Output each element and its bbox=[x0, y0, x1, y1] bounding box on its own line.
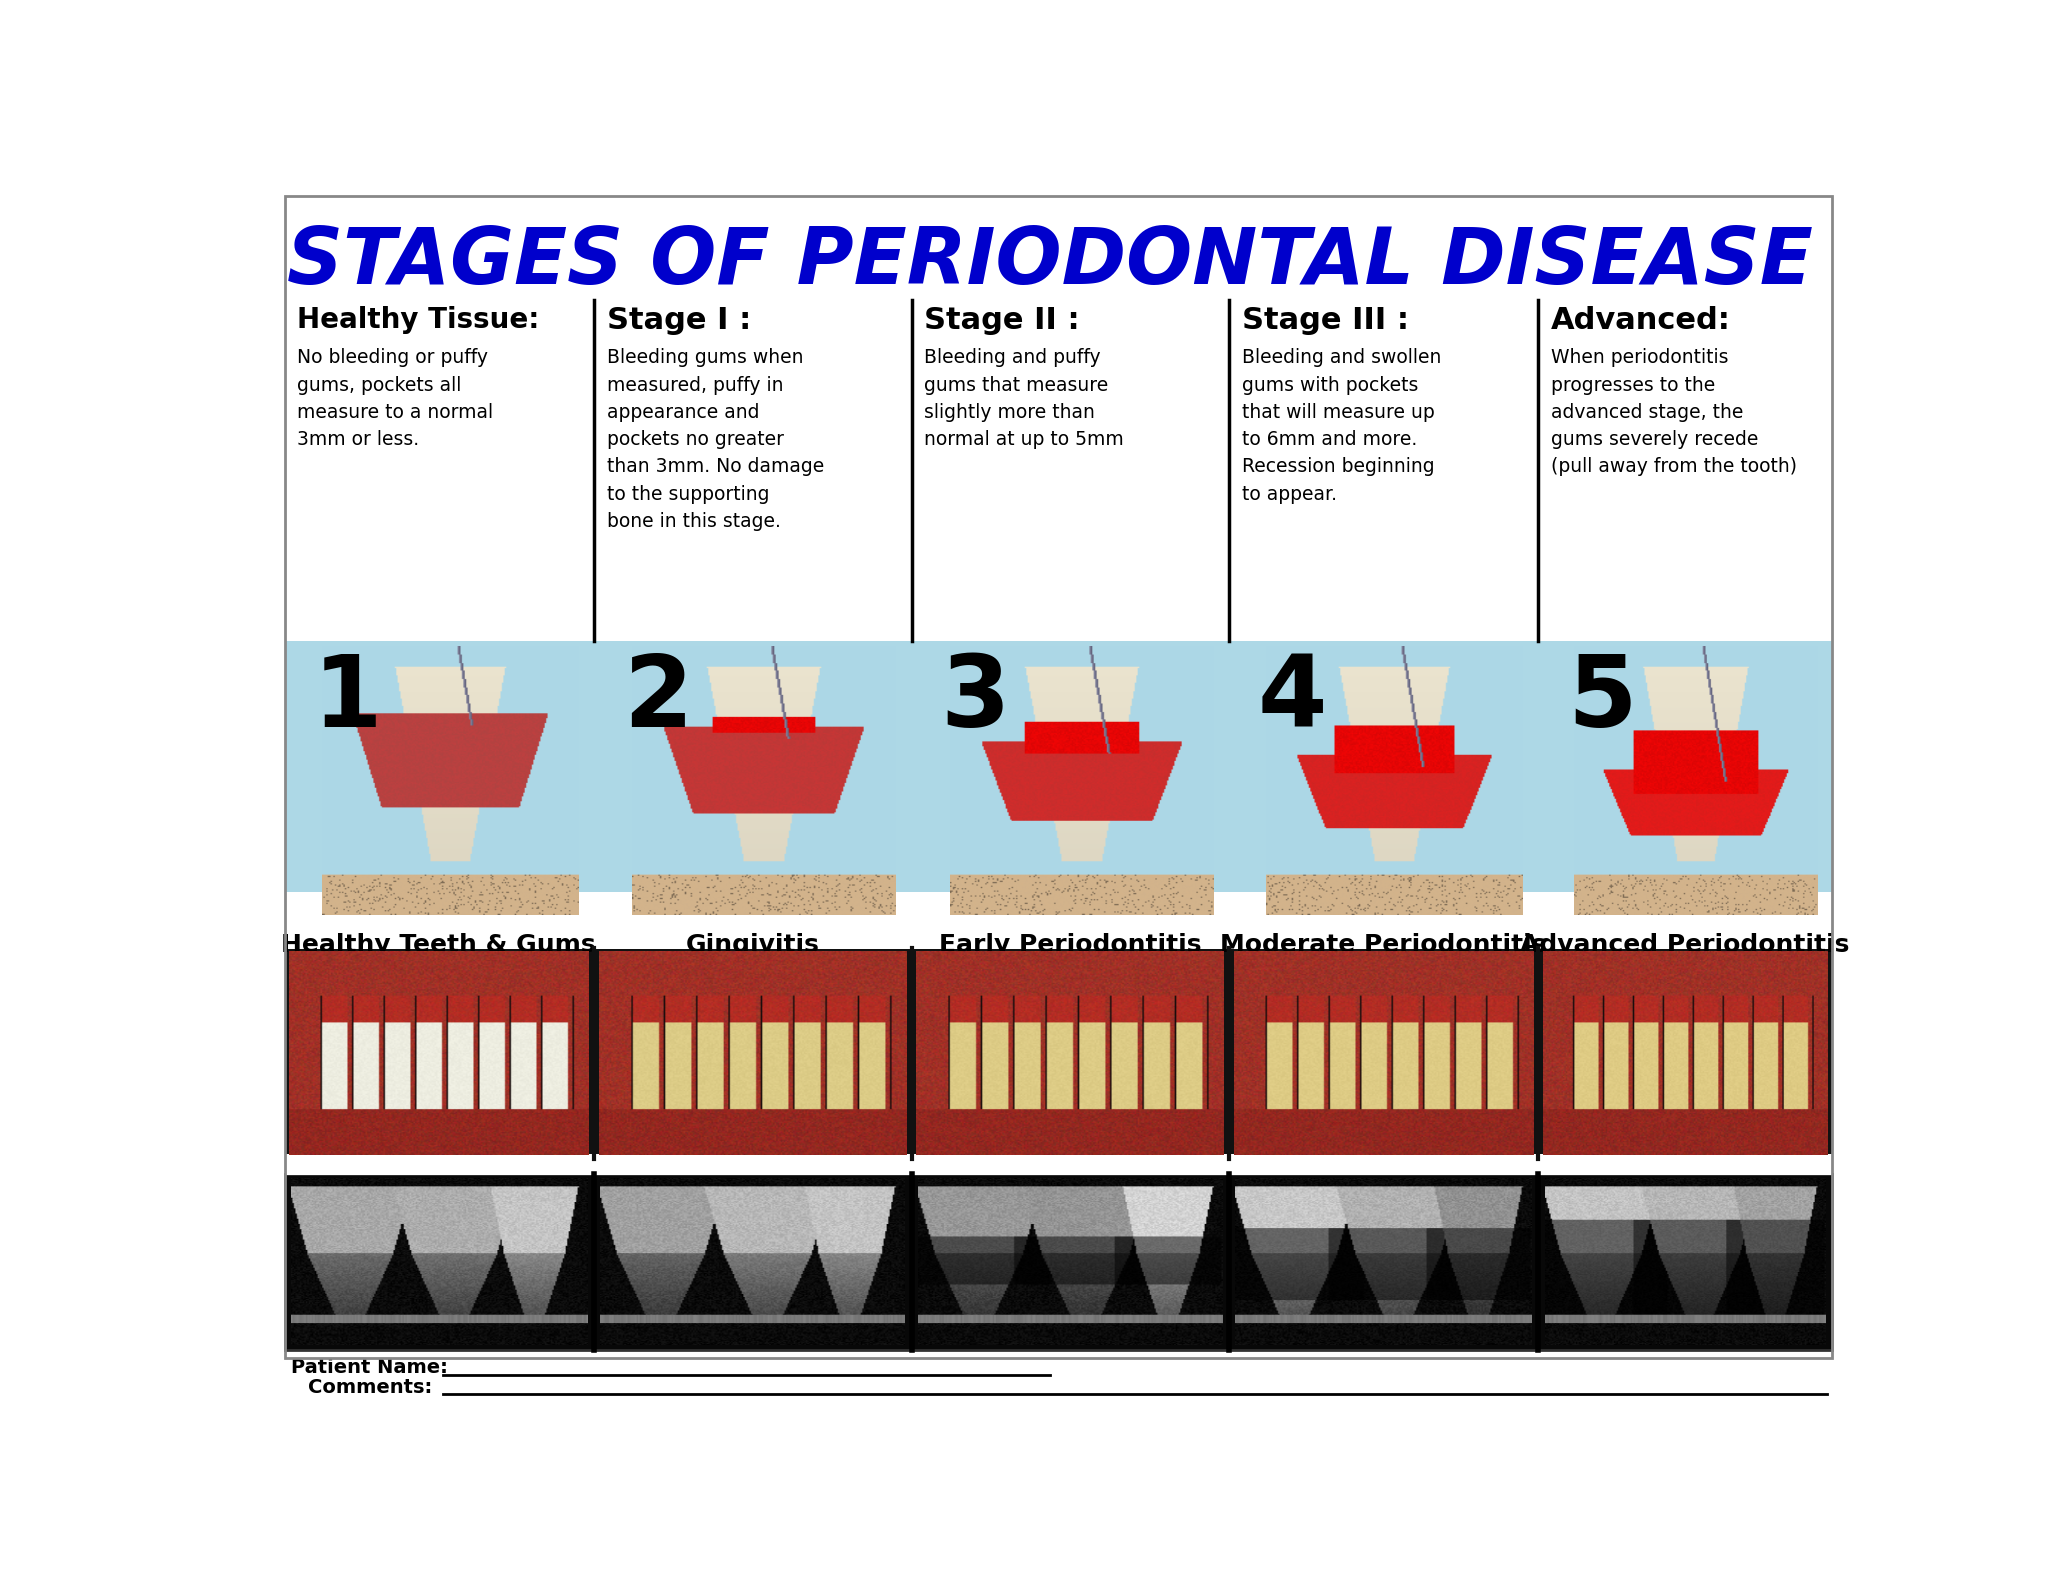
Text: Stage II :: Stage II : bbox=[924, 306, 1079, 334]
Text: Moderate Periodontitis: Moderate Periodontitis bbox=[1221, 934, 1546, 958]
Text: Advanced:: Advanced: bbox=[1550, 306, 1731, 334]
Text: Gingivitis: Gingivitis bbox=[686, 934, 819, 958]
Bar bbox=[285, 1154, 1833, 1175]
Text: Advanced Periodontitis: Advanced Periodontitis bbox=[1520, 934, 1849, 958]
Text: STAGES OF PERIODONTAL DISEASE: STAGES OF PERIODONTAL DISEASE bbox=[287, 225, 1812, 301]
Text: Early Periodontitis: Early Periodontitis bbox=[938, 934, 1202, 958]
Text: Healthy Teeth & Gums: Healthy Teeth & Gums bbox=[281, 934, 596, 958]
Text: Stage III :: Stage III : bbox=[1241, 306, 1409, 334]
Text: Bleeding and swollen
gums with pockets
that will measure up
to 6mm and more.
Rec: Bleeding and swollen gums with pockets t… bbox=[1241, 348, 1442, 503]
Text: Stage I :: Stage I : bbox=[606, 306, 752, 334]
Text: Comments:: Comments: bbox=[309, 1379, 432, 1398]
Bar bbox=[285, 641, 1833, 921]
Text: 1: 1 bbox=[313, 651, 383, 747]
Text: 2: 2 bbox=[623, 651, 692, 747]
Bar bbox=[285, 948, 1833, 1159]
Text: Bleeding and puffy
gums that measure
slightly more than
normal at up to 5mm: Bleeding and puffy gums that measure sli… bbox=[924, 348, 1124, 450]
Text: Patient Name:: Patient Name: bbox=[291, 1358, 449, 1377]
Text: 5: 5 bbox=[1567, 651, 1636, 747]
Text: No bleeding or puffy
gums, pockets all
measure to a normal
3mm or less.: No bleeding or puffy gums, pockets all m… bbox=[297, 348, 494, 450]
Text: When periodontitis
progresses to the
advanced stage, the
gums severely recede
(p: When periodontitis progresses to the adv… bbox=[1550, 348, 1798, 476]
Bar bbox=[285, 893, 1833, 950]
Text: 3: 3 bbox=[940, 651, 1010, 747]
Text: Bleeding gums when
measured, puffy in
appearance and
pockets no greater
than 3mm: Bleeding gums when measured, puffy in ap… bbox=[606, 348, 823, 530]
Text: Healthy Tissue:: Healthy Tissue: bbox=[297, 306, 539, 334]
Bar bbox=[285, 1173, 1833, 1350]
Text: 4: 4 bbox=[1257, 651, 1327, 747]
